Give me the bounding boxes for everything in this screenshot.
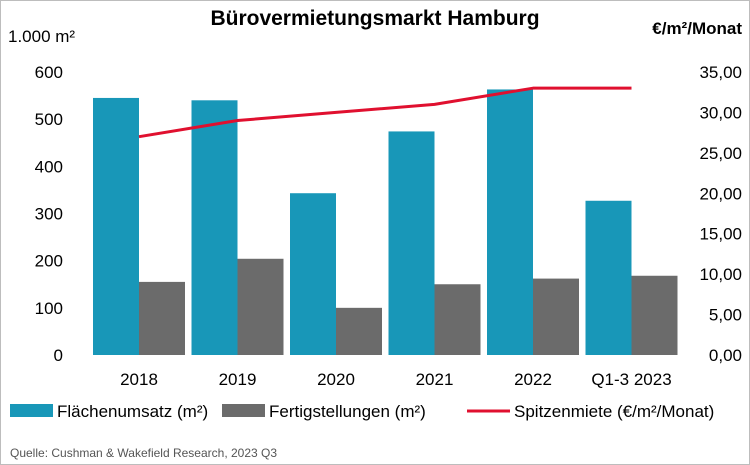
bar-fertigstellungen (336, 307, 382, 355)
left-tick-label: 400 (35, 157, 63, 176)
legend-swatch (222, 404, 265, 417)
right-tick-label: 30,00 (699, 103, 742, 122)
right-tick-label: 0,00 (709, 346, 742, 365)
bar-fertigstellungen (139, 281, 185, 355)
legend-label: Spitzenmiete (€/m²/Monat) (514, 402, 714, 421)
category-label: 2018 (120, 370, 158, 389)
legend-label: Fertigstellungen (m²) (269, 402, 426, 421)
category-label: 2022 (514, 370, 552, 389)
category-label: Q1-3 2023 (591, 370, 671, 389)
legend: Flächenumsatz (m²) Fertigstellungen (m²) S… (10, 402, 714, 421)
left-axis: 0 100 200 300 400 500 600 (35, 63, 63, 365)
bar-flaechenumsatz (290, 193, 336, 355)
left-tick-label: 200 (35, 252, 63, 271)
right-tick-label: 15,00 (699, 225, 742, 244)
bar-flaechenumsatz (585, 200, 632, 355)
right-tick-label: 35,00 (699, 63, 742, 82)
left-tick-label: 300 (35, 205, 63, 224)
category-label: 2019 (219, 370, 257, 389)
right-axis-unit-label: €/m²/Monat (652, 19, 742, 38)
chart-title: Bürovermietungsmarkt Hamburg (210, 7, 539, 30)
bar-flaechenumsatz (487, 89, 533, 356)
right-tick-label: 25,00 (699, 144, 742, 163)
bar-fertigstellungen (237, 258, 284, 355)
category-label: 2021 (416, 370, 454, 389)
bar-fertigstellungen (434, 284, 481, 355)
category-label: 2020 (317, 370, 355, 389)
legend-label: Flächenumsatz (m²) (57, 402, 208, 421)
left-tick-label: 100 (35, 299, 63, 318)
bar-fertigstellungen (533, 278, 579, 355)
left-tick-label: 0 (54, 346, 63, 365)
right-axis: 0,00 5,00 10,00 15,00 20,00 25,00 30,00 35,00 (699, 63, 742, 365)
line-series (138, 86, 632, 139)
bar-flaechenumsatz (93, 97, 139, 356)
bar-flaechenumsatz (191, 100, 238, 355)
left-tick-label: 500 (35, 110, 63, 129)
left-axis-unit-label: 1.000 m² (8, 27, 75, 46)
right-tick-label: 20,00 (699, 184, 742, 203)
right-tick-label: 5,00 (709, 306, 742, 325)
source-note: Quelle: Cushman & Wakefield Research, 20… (10, 446, 277, 460)
line-spitzenmiete (138, 86, 632, 139)
right-tick-label: 10,00 (699, 265, 742, 284)
bar-fertigstellungen (631, 275, 678, 355)
left-tick-label: 600 (35, 63, 63, 82)
bar-series (93, 89, 678, 356)
bar-flaechenumsatz (388, 131, 435, 355)
category-axis: 2018 2019 2020 2021 2022 Q1-3 2023 (120, 370, 672, 389)
legend-swatch (10, 404, 53, 417)
